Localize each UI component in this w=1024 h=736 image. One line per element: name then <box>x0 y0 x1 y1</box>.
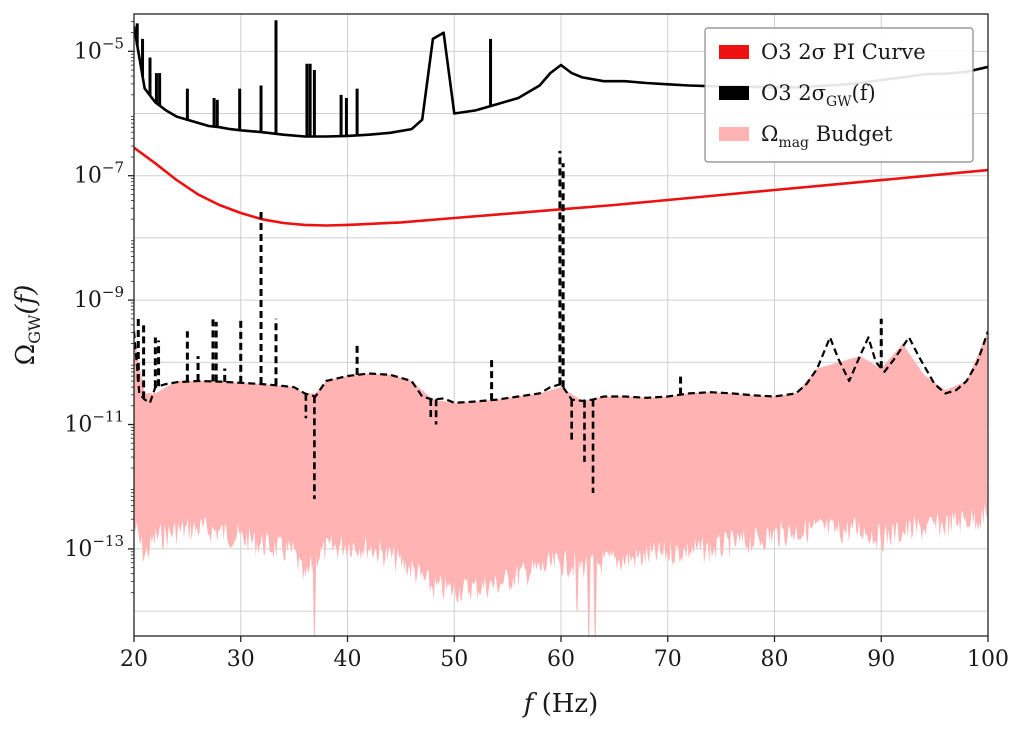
legend-swatch-budget <box>719 127 749 141</box>
sigma-dashed-line <box>134 330 988 404</box>
x-tick-label: 40 <box>334 647 362 672</box>
x-tick-label: 100 <box>967 647 1009 672</box>
legend-swatch-sigma <box>719 86 749 100</box>
y-axis-label: ΩGW(f) <box>11 285 44 366</box>
x-tick-label: 30 <box>227 647 255 672</box>
y-tick-label: 10−11 <box>64 408 124 438</box>
budget-band-area <box>134 333 988 603</box>
x-axis-label: f (Hz) <box>522 689 599 719</box>
legend-label-budget: Ωmag Budget <box>761 122 893 151</box>
legend-box <box>704 27 974 163</box>
budget-notch <box>593 549 598 636</box>
x-tick-label: 90 <box>867 647 895 672</box>
legend-swatch-pi <box>719 45 749 59</box>
budget-notch <box>586 550 591 636</box>
x-tick-label: 60 <box>547 647 575 672</box>
x-tick-label: 80 <box>761 647 789 672</box>
y-tick-label: 10−5 <box>74 34 124 64</box>
legend-label-pi: O3 2σ PI Curve <box>761 40 926 64</box>
x-tick-label: 50 <box>440 647 468 672</box>
legend: O3 2σ PI Curve O3 2σGW(f) Ωmag Budget <box>704 27 974 163</box>
budget-band <box>134 333 988 636</box>
y-tick-label: 10−7 <box>74 159 124 189</box>
x-tick-label: 70 <box>654 647 682 672</box>
axes: 20 30 40 50 60 70 80 90 100 10−13 10−11 10−9 10−7 10−… <box>11 13 1009 719</box>
y-tick-label: 10−9 <box>74 283 124 313</box>
budget-notch <box>575 550 580 612</box>
y-tick-label: 10−13 <box>64 532 124 562</box>
legend-label-sigma: O3 2σGW(f) <box>761 81 876 110</box>
x-tick-label: 20 <box>120 647 148 672</box>
budget-notch <box>312 544 317 636</box>
pi-curve-line <box>134 146 988 227</box>
